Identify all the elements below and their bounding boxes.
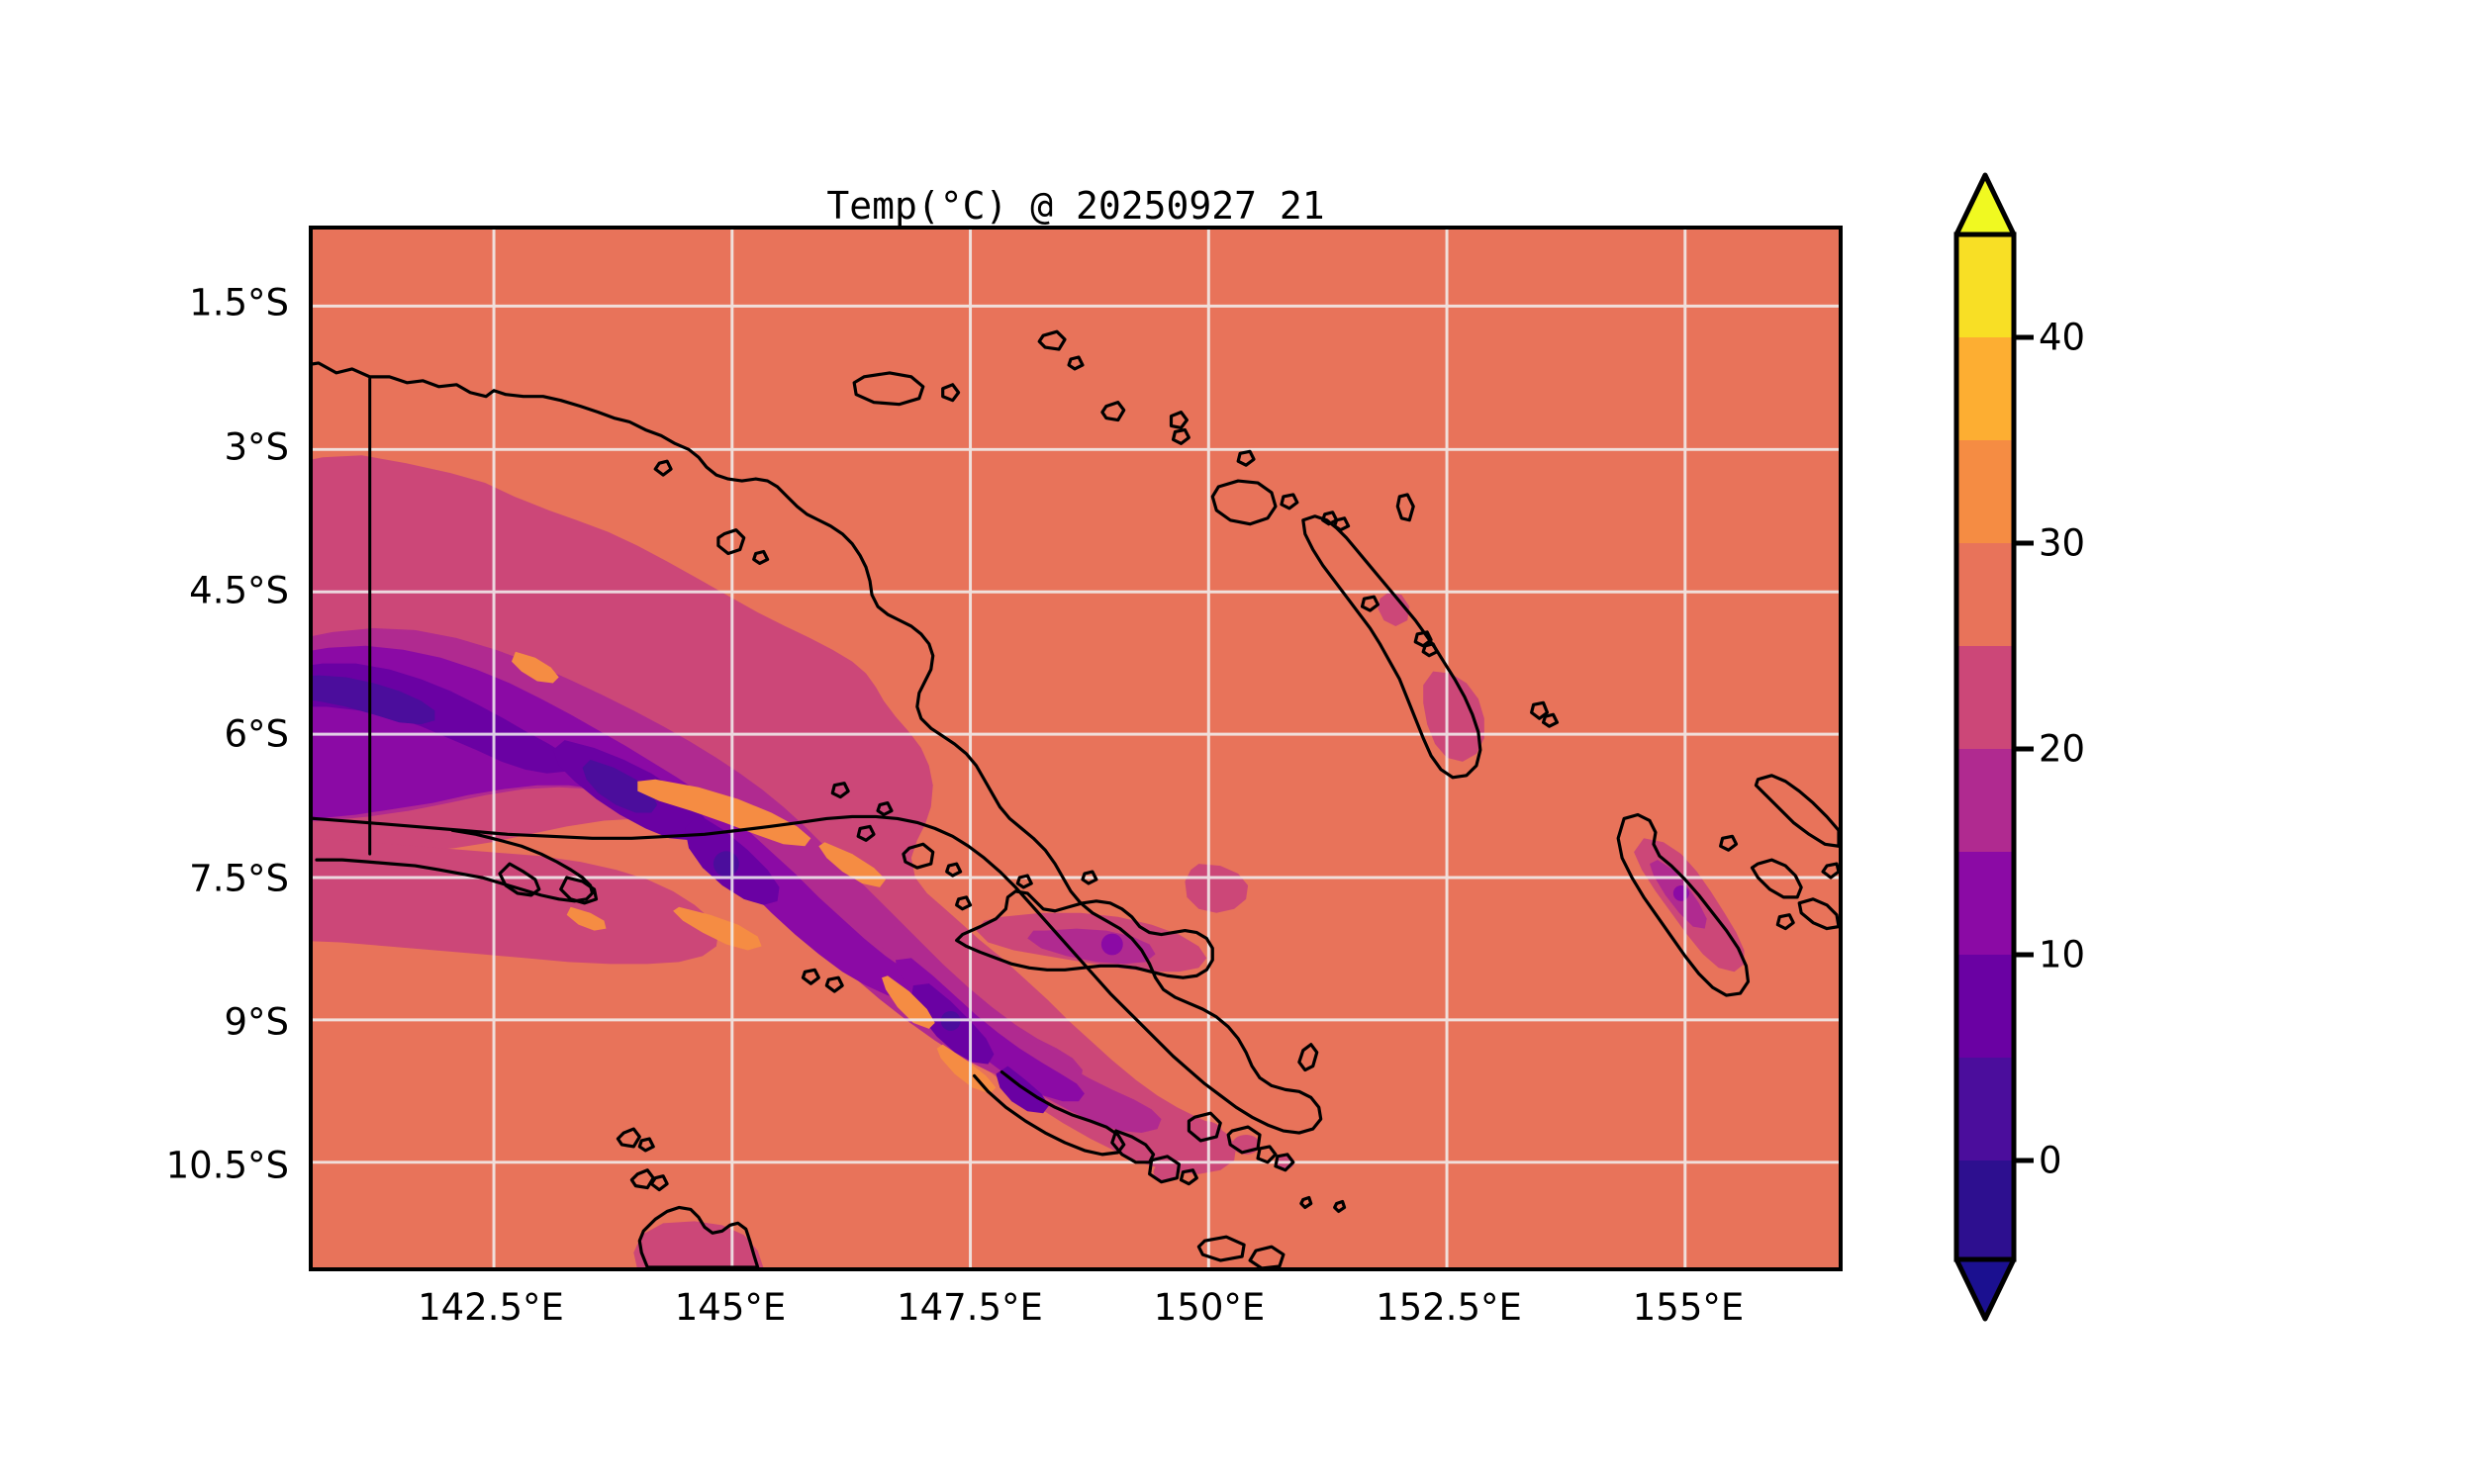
cbar-tick-30: 30 bbox=[2039, 521, 2086, 565]
island-louisiade-2 bbox=[1248, 1245, 1285, 1267]
coastlines bbox=[313, 329, 1839, 1267]
island-karkar bbox=[716, 528, 746, 556]
coastline-manus bbox=[852, 371, 925, 407]
temperature-map bbox=[313, 230, 1839, 1267]
island-small-6 bbox=[1171, 427, 1190, 445]
coastline-milne-bay bbox=[1110, 1129, 1156, 1164]
island-small-10 bbox=[1333, 516, 1351, 532]
island-small-24 bbox=[752, 549, 770, 566]
coastline-fly-delta bbox=[498, 862, 541, 897]
island-small-5 bbox=[1169, 411, 1189, 430]
island-small-12 bbox=[1360, 595, 1380, 612]
island-small-19 bbox=[876, 800, 894, 817]
latitude-tick-labels: 1.5°S 3°S 4.5°S 6°S 7.5°S 9°S 10.5°S bbox=[59, 226, 289, 1271]
island-small-17 bbox=[856, 824, 876, 842]
xtick-label-3: 147.5°E bbox=[897, 1286, 1043, 1329]
colorbar-extend-over bbox=[1953, 172, 2017, 237]
island-small-25 bbox=[1226, 1125, 1262, 1155]
xtick-label-4: 150°E bbox=[1153, 1286, 1266, 1329]
cbar-tick-20: 20 bbox=[2039, 727, 2086, 771]
valley-30-35-band bbox=[511, 651, 997, 1094]
colorbar-extend-under bbox=[1953, 1256, 2017, 1322]
island-small-16 bbox=[1541, 712, 1560, 728]
island-small-30 bbox=[1297, 1043, 1319, 1072]
small-island-thermal bbox=[1153, 1121, 1294, 1181]
band-20-25-southern-lowland bbox=[313, 839, 718, 965]
island-small-31 bbox=[1719, 834, 1739, 852]
ytick-label-7: 10.5°S bbox=[165, 1144, 289, 1187]
new-ireland-thermal bbox=[1378, 593, 1484, 762]
coastline-se-peninsula bbox=[972, 1069, 1126, 1157]
xtick-label-2: 145°E bbox=[674, 1286, 787, 1329]
island-torres-4 bbox=[637, 1137, 655, 1153]
colorbar-bands bbox=[1956, 234, 2014, 1263]
gridlines bbox=[313, 230, 1839, 1267]
ytick-label-5: 7.5°S bbox=[189, 857, 289, 900]
island-small-14 bbox=[1421, 642, 1439, 658]
ytick-label-3: 4.5°S bbox=[189, 569, 289, 612]
coastline-solomon-3 bbox=[1797, 897, 1839, 931]
coastline-new-britain bbox=[955, 889, 1214, 979]
coastline-bougainville bbox=[1616, 812, 1751, 997]
coastline-kikori bbox=[559, 876, 599, 905]
ytick-label-6: 9°S bbox=[224, 1000, 289, 1044]
colorbar bbox=[1953, 172, 2034, 1322]
island-small-29 bbox=[1274, 1153, 1295, 1172]
xtick-label-5: 152.5°E bbox=[1376, 1286, 1522, 1329]
coastline-cape-york bbox=[637, 1205, 760, 1267]
island-small-1 bbox=[941, 383, 961, 403]
coastline-solomon-2 bbox=[1750, 858, 1803, 899]
island-torres-3 bbox=[616, 1127, 641, 1149]
xtick-label-6: 155°E bbox=[1632, 1286, 1745, 1329]
map-plot-area bbox=[309, 226, 1843, 1271]
island-small-26 bbox=[1256, 1145, 1278, 1164]
longitude-tick-labels: 142.5°E 145°E 147.5°E 150°E 152.5°E 155°… bbox=[309, 1286, 1843, 1345]
island-trobriand bbox=[1187, 1111, 1222, 1143]
island-manam bbox=[653, 459, 673, 477]
island-small-7 bbox=[1236, 449, 1256, 467]
island-small-33 bbox=[1821, 862, 1839, 880]
island-small-4 bbox=[1100, 401, 1126, 422]
island-small-28 bbox=[1179, 1168, 1198, 1186]
coastline-solomon-1 bbox=[1754, 774, 1839, 848]
island-small-8 bbox=[1280, 493, 1299, 510]
island-louisiade-1 bbox=[1196, 1235, 1246, 1262]
island-dot-1 bbox=[1299, 1195, 1313, 1210]
island-small-32 bbox=[1775, 913, 1795, 931]
coastline-gulf-of-papua bbox=[315, 828, 595, 903]
island-small-20 bbox=[945, 862, 963, 878]
ytick-label-2: 3°S bbox=[224, 425, 289, 469]
ytick-label-4: 6°S bbox=[224, 712, 289, 756]
island-torres-6 bbox=[824, 975, 844, 993]
island-small-9 bbox=[1321, 510, 1339, 526]
island-small-21 bbox=[955, 895, 973, 911]
island-small-2 bbox=[1037, 329, 1067, 351]
island-small-3 bbox=[1067, 355, 1085, 371]
island-torres-5 bbox=[801, 968, 820, 985]
island-small-11 bbox=[1395, 493, 1415, 522]
colorbar-ticks bbox=[2014, 334, 2034, 1163]
island-small-15 bbox=[1530, 700, 1550, 720]
cbar-tick-40: 40 bbox=[2039, 316, 2086, 359]
island-small-18 bbox=[830, 782, 850, 799]
colorbar-tick-labels: 40 30 20 10 0 bbox=[2039, 173, 2177, 1321]
colorbar-svg bbox=[1953, 172, 2034, 1322]
island-small-22 bbox=[1015, 874, 1033, 889]
xtick-label-1: 142.5°E bbox=[418, 1286, 564, 1329]
coastline-new-ireland bbox=[1301, 514, 1482, 780]
island-torres-1 bbox=[629, 1168, 655, 1190]
island-torres-2 bbox=[649, 1174, 669, 1192]
ytick-label-1: 1.5°S bbox=[189, 281, 289, 325]
island-small-23 bbox=[1081, 870, 1098, 885]
cbar-tick-0: 0 bbox=[2039, 1139, 2062, 1182]
island-small-13 bbox=[1413, 630, 1433, 648]
island-umboi bbox=[902, 842, 935, 870]
coastline-new-guinea bbox=[313, 361, 1323, 1135]
island-dot-2 bbox=[1333, 1199, 1347, 1214]
title-line-1: Temp(°C) @ 20250927_21 bbox=[826, 183, 1325, 228]
coastline-new-hanover bbox=[1210, 479, 1278, 526]
island-small-27 bbox=[1148, 1155, 1182, 1184]
cbar-tick-10: 10 bbox=[2039, 933, 2086, 976]
